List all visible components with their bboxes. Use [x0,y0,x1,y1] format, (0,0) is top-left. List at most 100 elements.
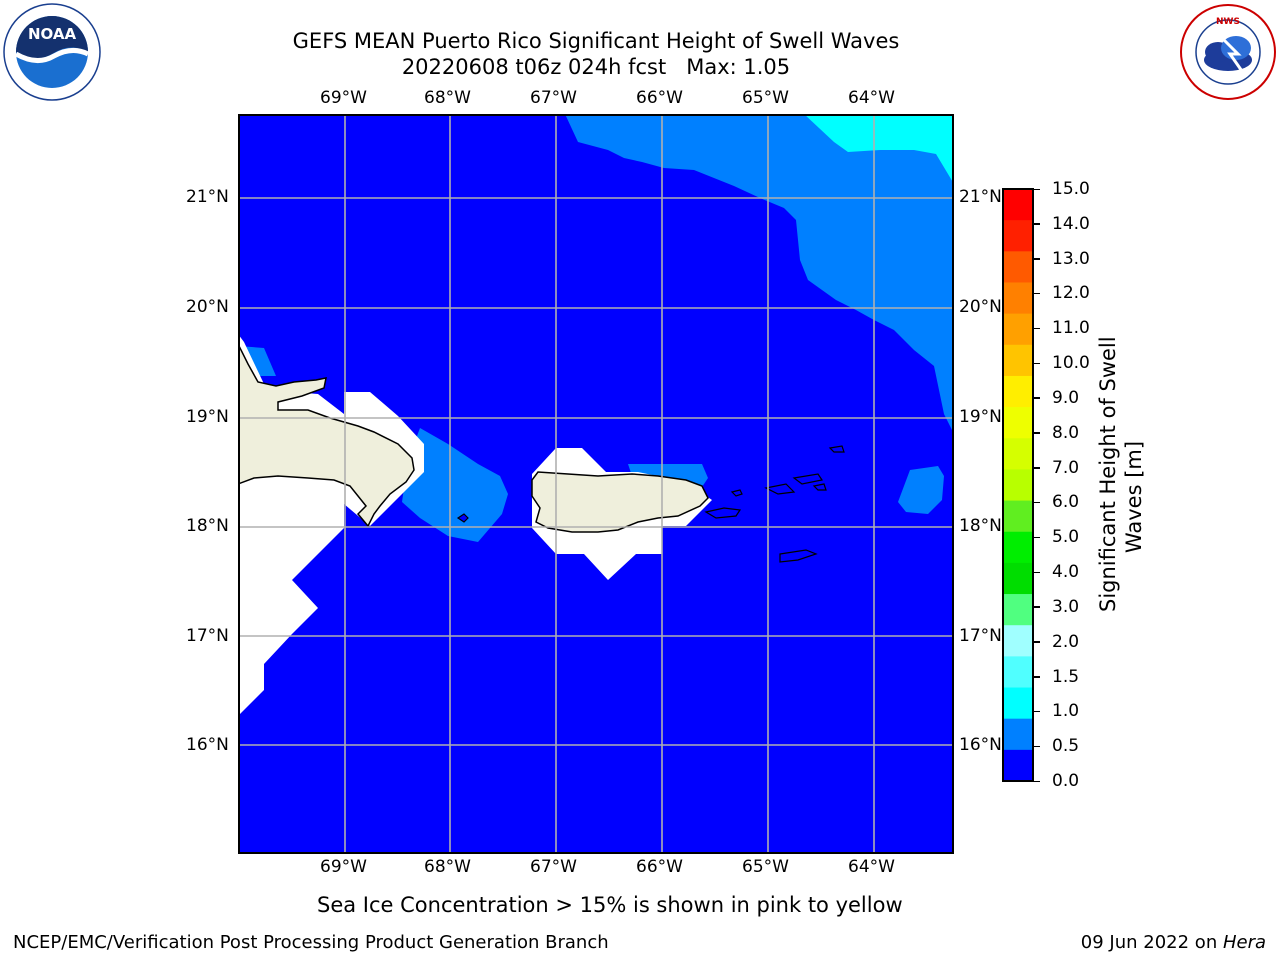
noaa-logo: NOAA [2,2,102,102]
lat-label-right-20n: 20°N [959,297,1002,317]
colorbar-tick-label: 7.0 [1052,457,1080,478]
colorbar-bin [1003,718,1033,751]
colorbar-tick-mark [1034,676,1040,678]
colorbar-tick-label: 1.5 [1052,666,1080,687]
colorbar-bin [1003,625,1033,657]
colorbar-bin [1003,220,1033,252]
colorbar-tick-label: 13.0 [1052,248,1090,269]
lat-label-left-17n: 17°N [186,626,229,646]
colorbar-bin [1003,189,1033,221]
chart-title-line1: GEFS MEAN Puerto Rico Significant Height… [292,29,900,53]
swell-band-05-10-mona [402,428,508,542]
swell-band-05-10-northeast [565,114,954,434]
colorbar-tick-label: 2.0 [1052,631,1080,652]
colorbar-tick-label: 5.0 [1052,527,1080,548]
colorbar-bin [1003,282,1033,315]
colorbar-tick-mark [1034,258,1040,260]
puerto-rico-land [531,471,709,533]
colorbar-bin [1003,594,1033,626]
noaa-logo-text: NOAA [28,25,77,43]
colorbar-tick-label: 11.0 [1052,318,1090,339]
colorbar-tick-mark [1034,641,1040,643]
lon-label-bottom-68w: 68°W [424,857,471,877]
lon-label-top-65w: 65°W [742,88,789,108]
colorbar-tick-mark [1034,188,1040,190]
colorbar-bin [1003,531,1033,564]
colorbar-bin [1003,407,1033,439]
colorbar-tick-label: 10.0 [1052,353,1090,374]
chart-title-line2: 20220608 t06z 024h fcst Max: 1.05 [401,55,791,79]
svg-text:NWS: NWS [1216,17,1240,27]
lat-label-left-19n: 19°N [186,407,229,427]
lon-label-bottom-66w: 66°W [636,857,683,877]
colorbar-bin [1003,687,1033,720]
lon-label-top-67w: 67°W [530,88,577,108]
colorbar-bin [1003,656,1033,689]
colorbar-tick-mark [1034,327,1040,330]
lat-label-right-21n: 21°N [959,187,1002,207]
map-panel [238,114,954,854]
graticule [238,114,954,854]
colorbar-bin [1003,344,1033,377]
lat-label-left-18n: 18°N [186,516,229,536]
lon-label-top-68w: 68°W [424,88,471,108]
lon-label-top-64w: 64°W [848,88,895,108]
vieques-island [704,507,742,519]
footer-host: Hera [1222,932,1266,953]
colorbar-tick-label: 3.0 [1052,596,1080,617]
footer-date: 09 Jun 2022 on Hera [1081,932,1266,954]
lat-label-right-17n: 17°N [959,626,1002,646]
colorbar-tick-mark [1034,223,1040,225]
lat-label-right-16n: 16°N [959,735,1002,755]
colorbar-tick-mark [1034,292,1040,295]
colorbar-tick-label: 4.0 [1052,562,1080,583]
noaa-emblem-icon: NOAA [3,3,101,101]
colorbar-bin [1003,313,1033,346]
lat-label-left-16n: 16°N [186,735,229,755]
colorbar-tick-label: 1.0 [1052,701,1080,722]
lon-label-bottom-67w: 67°W [530,857,577,877]
colorbar-bin [1003,251,1033,284]
colorbar-tick-mark [1034,432,1040,434]
swell-band-05-10-east [898,466,944,514]
lat-label-right-19n: 19°N [959,407,1002,427]
colorbar-tick-label: 8.0 [1052,422,1080,443]
colorbar [1002,188,1034,782]
colorbar-tick-mark [1034,362,1040,365]
lon-label-bottom-69w: 69°W [320,857,367,877]
lon-label-top-69w: 69°W [320,88,367,108]
lat-label-left-20n: 20°N [186,297,229,317]
colorbar-tick-mark [1034,606,1040,608]
hispaniola-land [238,343,415,528]
sea-ice-note: Sea Ice Concentration > 15% is shown in … [317,893,903,917]
colorbar-tick-label: 9.0 [1052,387,1080,408]
nws-emblem-icon: NWS [1180,4,1276,100]
mona-island [456,513,469,523]
colorbar-tick-label: 0.5 [1052,736,1080,757]
colorbar-bin [1003,375,1033,408]
colorbar-frame [1002,188,1034,782]
culebra-island [730,489,743,497]
colorbar-bin [1003,749,1033,782]
colorbar-tick-mark [1034,467,1040,469]
colorbar-tick-label: 15.0 [1052,179,1090,199]
lat-label-left-21n: 21°N [186,187,229,207]
nws-logo: NWS [1178,2,1278,102]
virgin-islands [764,473,827,495]
colorbar-tick-mark [1034,397,1040,399]
colorbar-bin [1003,562,1033,595]
lat-label-right-18n: 18°N [959,516,1002,536]
anegada-island [828,445,845,453]
map-frame [238,114,954,854]
colorbar-tick-mark [1034,745,1040,748]
swell-band-10-15-northeast [804,114,954,184]
colorbar-tick-label: 6.0 [1052,492,1080,513]
footer-date-text: 09 Jun 2022 on [1080,932,1223,953]
lon-label-top-66w: 66°W [636,88,683,108]
colorbar-tick-mark [1034,780,1040,782]
colorbar-tick-label: 0.0 [1052,771,1080,791]
colorbar-tick-mark [1034,536,1040,539]
st-croix-island [779,549,818,563]
colorbar-tick-label: 12.0 [1052,283,1090,304]
colorbar-bin [1003,438,1033,471]
